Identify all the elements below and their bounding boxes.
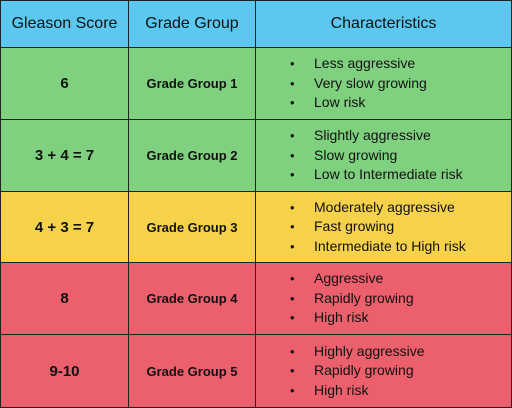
characteristic-item: Rapidly growing (290, 361, 425, 381)
characteristic-item: Moderately aggressive (290, 198, 466, 218)
grade-group-cell: Grade Group 1 (129, 48, 256, 120)
characteristics-cell: Moderately aggressive Fast growing Inter… (256, 192, 511, 263)
header-grade-group: Grade Group (129, 1, 256, 48)
characteristics-list: Highly aggressive Rapidly growing High r… (256, 342, 425, 401)
characteristics-cell: Slightly aggressive Slow growing Low to … (256, 120, 511, 192)
grade-group-cell: Grade Group 2 (129, 120, 256, 192)
characteristics-cell: Highly aggressive Rapidly growing High r… (256, 335, 511, 407)
gleason-score-cell: 6 (1, 48, 129, 120)
grade-group-cell: Grade Group 4 (129, 263, 256, 335)
characteristic-item: Slow growing (290, 146, 463, 166)
characteristic-item: High risk (290, 308, 414, 328)
characteristics-list: Moderately aggressive Fast growing Inter… (256, 198, 466, 257)
gleason-score-cell: 4 + 3 = 7 (1, 192, 129, 263)
characteristic-item: Low to Intermediate risk (290, 165, 463, 185)
gleason-score-cell: 9-10 (1, 335, 129, 407)
gleason-score-cell: 8 (1, 263, 129, 335)
characteristics-cell: Less aggressive Very slow growing Low ri… (256, 48, 511, 120)
header-characteristics: Characteristics (256, 1, 511, 48)
characteristics-list: Aggressive Rapidly growing High risk (256, 269, 414, 328)
characteristic-item: Highly aggressive (290, 342, 425, 362)
characteristic-item: Rapidly growing (290, 289, 414, 309)
gleason-score-cell: 3 + 4 = 7 (1, 120, 129, 192)
grade-group-cell: Grade Group 5 (129, 335, 256, 407)
characteristic-item: Fast growing (290, 217, 466, 237)
characteristics-cell: Aggressive Rapidly growing High risk (256, 263, 511, 335)
characteristic-item: High risk (290, 381, 425, 401)
characteristic-item: Low risk (290, 93, 427, 113)
characteristic-item: Intermediate to High risk (290, 237, 466, 257)
characteristics-list: Slightly aggressive Slow growing Low to … (256, 126, 463, 185)
header-gleason-score: Gleason Score (1, 1, 129, 48)
characteristic-item: Slightly aggressive (290, 126, 463, 146)
characteristic-item: Less aggressive (290, 54, 427, 74)
grade-group-cell: Grade Group 3 (129, 192, 256, 263)
characteristic-item: Very slow growing (290, 74, 427, 94)
characteristic-item: Aggressive (290, 269, 414, 289)
characteristics-list: Less aggressive Very slow growing Low ri… (256, 54, 427, 113)
